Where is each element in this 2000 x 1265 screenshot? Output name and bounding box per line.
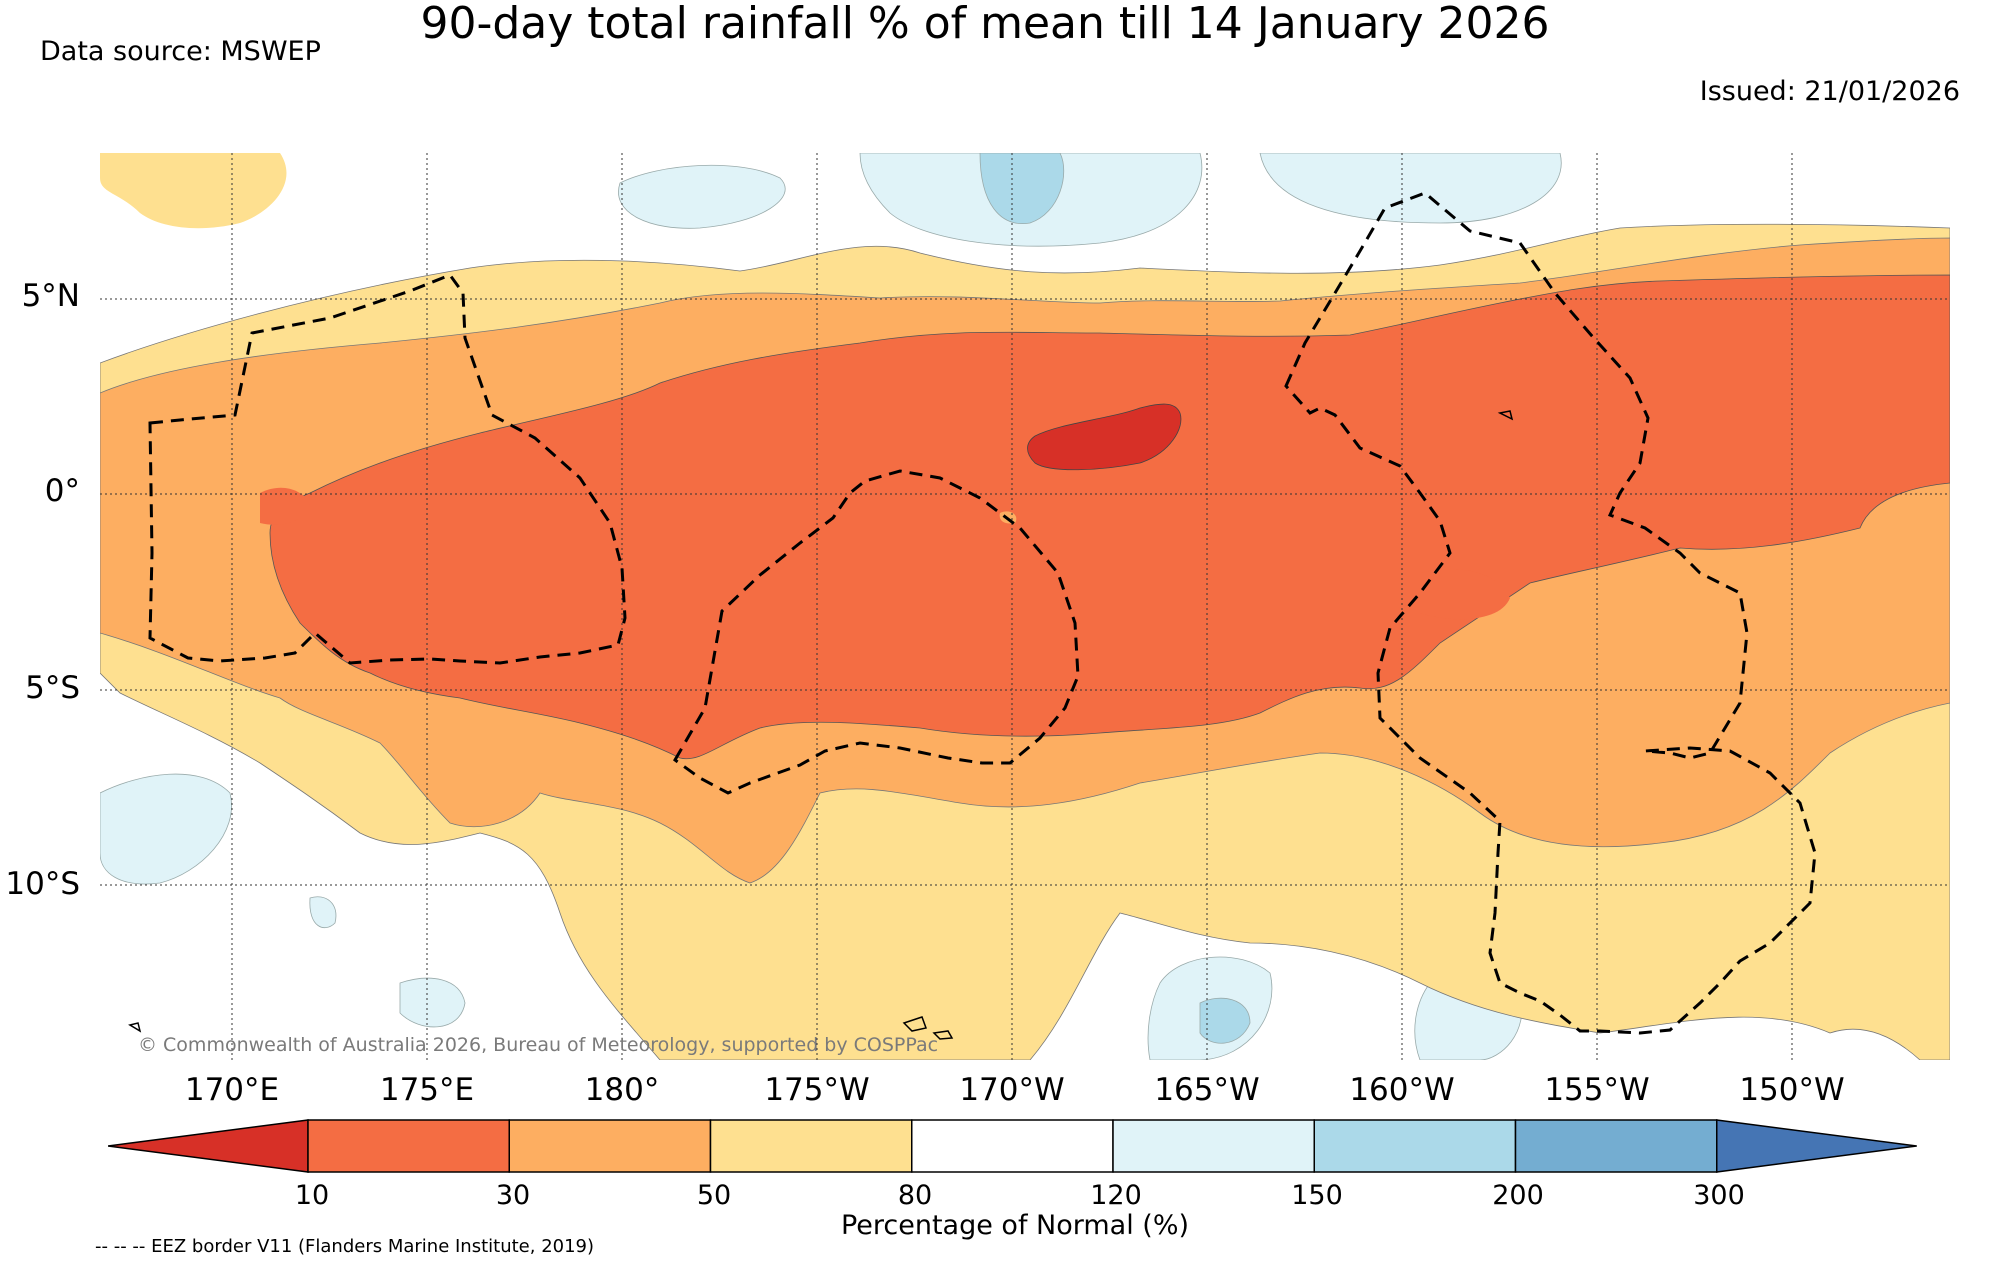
colorbar-cell — [508, 1119, 712, 1173]
colorbar-cells — [307, 1119, 1718, 1173]
band-below-10 — [1027, 403, 1182, 471]
lat-label-5n: 5°N — [21, 278, 80, 314]
colorbar-cell — [1514, 1119, 1718, 1173]
band-10-30 — [269, 274, 1950, 760]
lat-label-0: 0° — [44, 473, 80, 509]
lat-label-5s: 5°S — [25, 670, 80, 706]
lon-label-175e: 175°E — [379, 1072, 475, 1108]
band-10-30-patch — [260, 487, 310, 525]
map-title: 90-day total rainfall % of mean till 14 … — [420, 0, 1550, 49]
lon-label-170e: 170°E — [184, 1072, 280, 1108]
lon-label-150w: 150°W — [1739, 1072, 1845, 1108]
lon-label-180: 180° — [584, 1072, 660, 1108]
issued-date: Issued: 21/01/2026 — [1699, 76, 1960, 107]
colorbar-tick: 150 — [1291, 1180, 1343, 1211]
colorbar-tick: 120 — [1090, 1180, 1142, 1211]
colorbar-arrow-high — [1716, 1119, 1917, 1173]
colorbar-tick: 80 — [897, 1180, 933, 1211]
colorbar-tick: 10 — [294, 1180, 330, 1211]
lon-label-170w: 170°W — [959, 1072, 1065, 1108]
data-source: Data source: MSWEP — [40, 36, 321, 67]
colorbar-tick: 30 — [495, 1180, 531, 1211]
eez-legend-note: -- -- -- EEZ border V11 (Flanders Marine… — [95, 1236, 595, 1257]
colorbar-cell — [1112, 1119, 1315, 1173]
colorbar-tick: 200 — [1492, 1180, 1544, 1211]
colorbar — [108, 1119, 1917, 1173]
copyright-notice: © Commonwealth of Australia 2026, Bureau… — [138, 1034, 939, 1056]
band-30-50-island — [830, 728, 900, 769]
wetter-patches-dark — [979, 153, 1251, 1044]
graticule — [100, 153, 1950, 1060]
colorbar-label: Percentage of Normal (%) — [840, 1210, 1190, 1241]
colorbar-cell — [709, 1119, 913, 1173]
band-50-80-nw — [100, 153, 287, 229]
eez-borders — [148, 191, 1817, 1035]
lon-label-160w: 160°W — [1349, 1072, 1455, 1108]
colorbar-cell — [911, 1119, 1114, 1173]
colorbar-cell — [1313, 1119, 1517, 1173]
lat-label-10s: 10°S — [5, 866, 80, 902]
lon-label-155w: 155°W — [1544, 1072, 1650, 1108]
rainfall-map — [100, 153, 1950, 1060]
colorbar-arrow-low — [108, 1119, 309, 1173]
colorbar-tick: 300 — [1693, 1180, 1745, 1211]
colorbar-cell — [307, 1119, 510, 1173]
lon-label-175w: 175°W — [764, 1072, 870, 1108]
lon-label-165w: 165°W — [1154, 1072, 1260, 1108]
band-10-30-patch — [1420, 569, 1510, 620]
colorbar-tick: 50 — [696, 1180, 732, 1211]
island-outlines — [128, 410, 1514, 1040]
